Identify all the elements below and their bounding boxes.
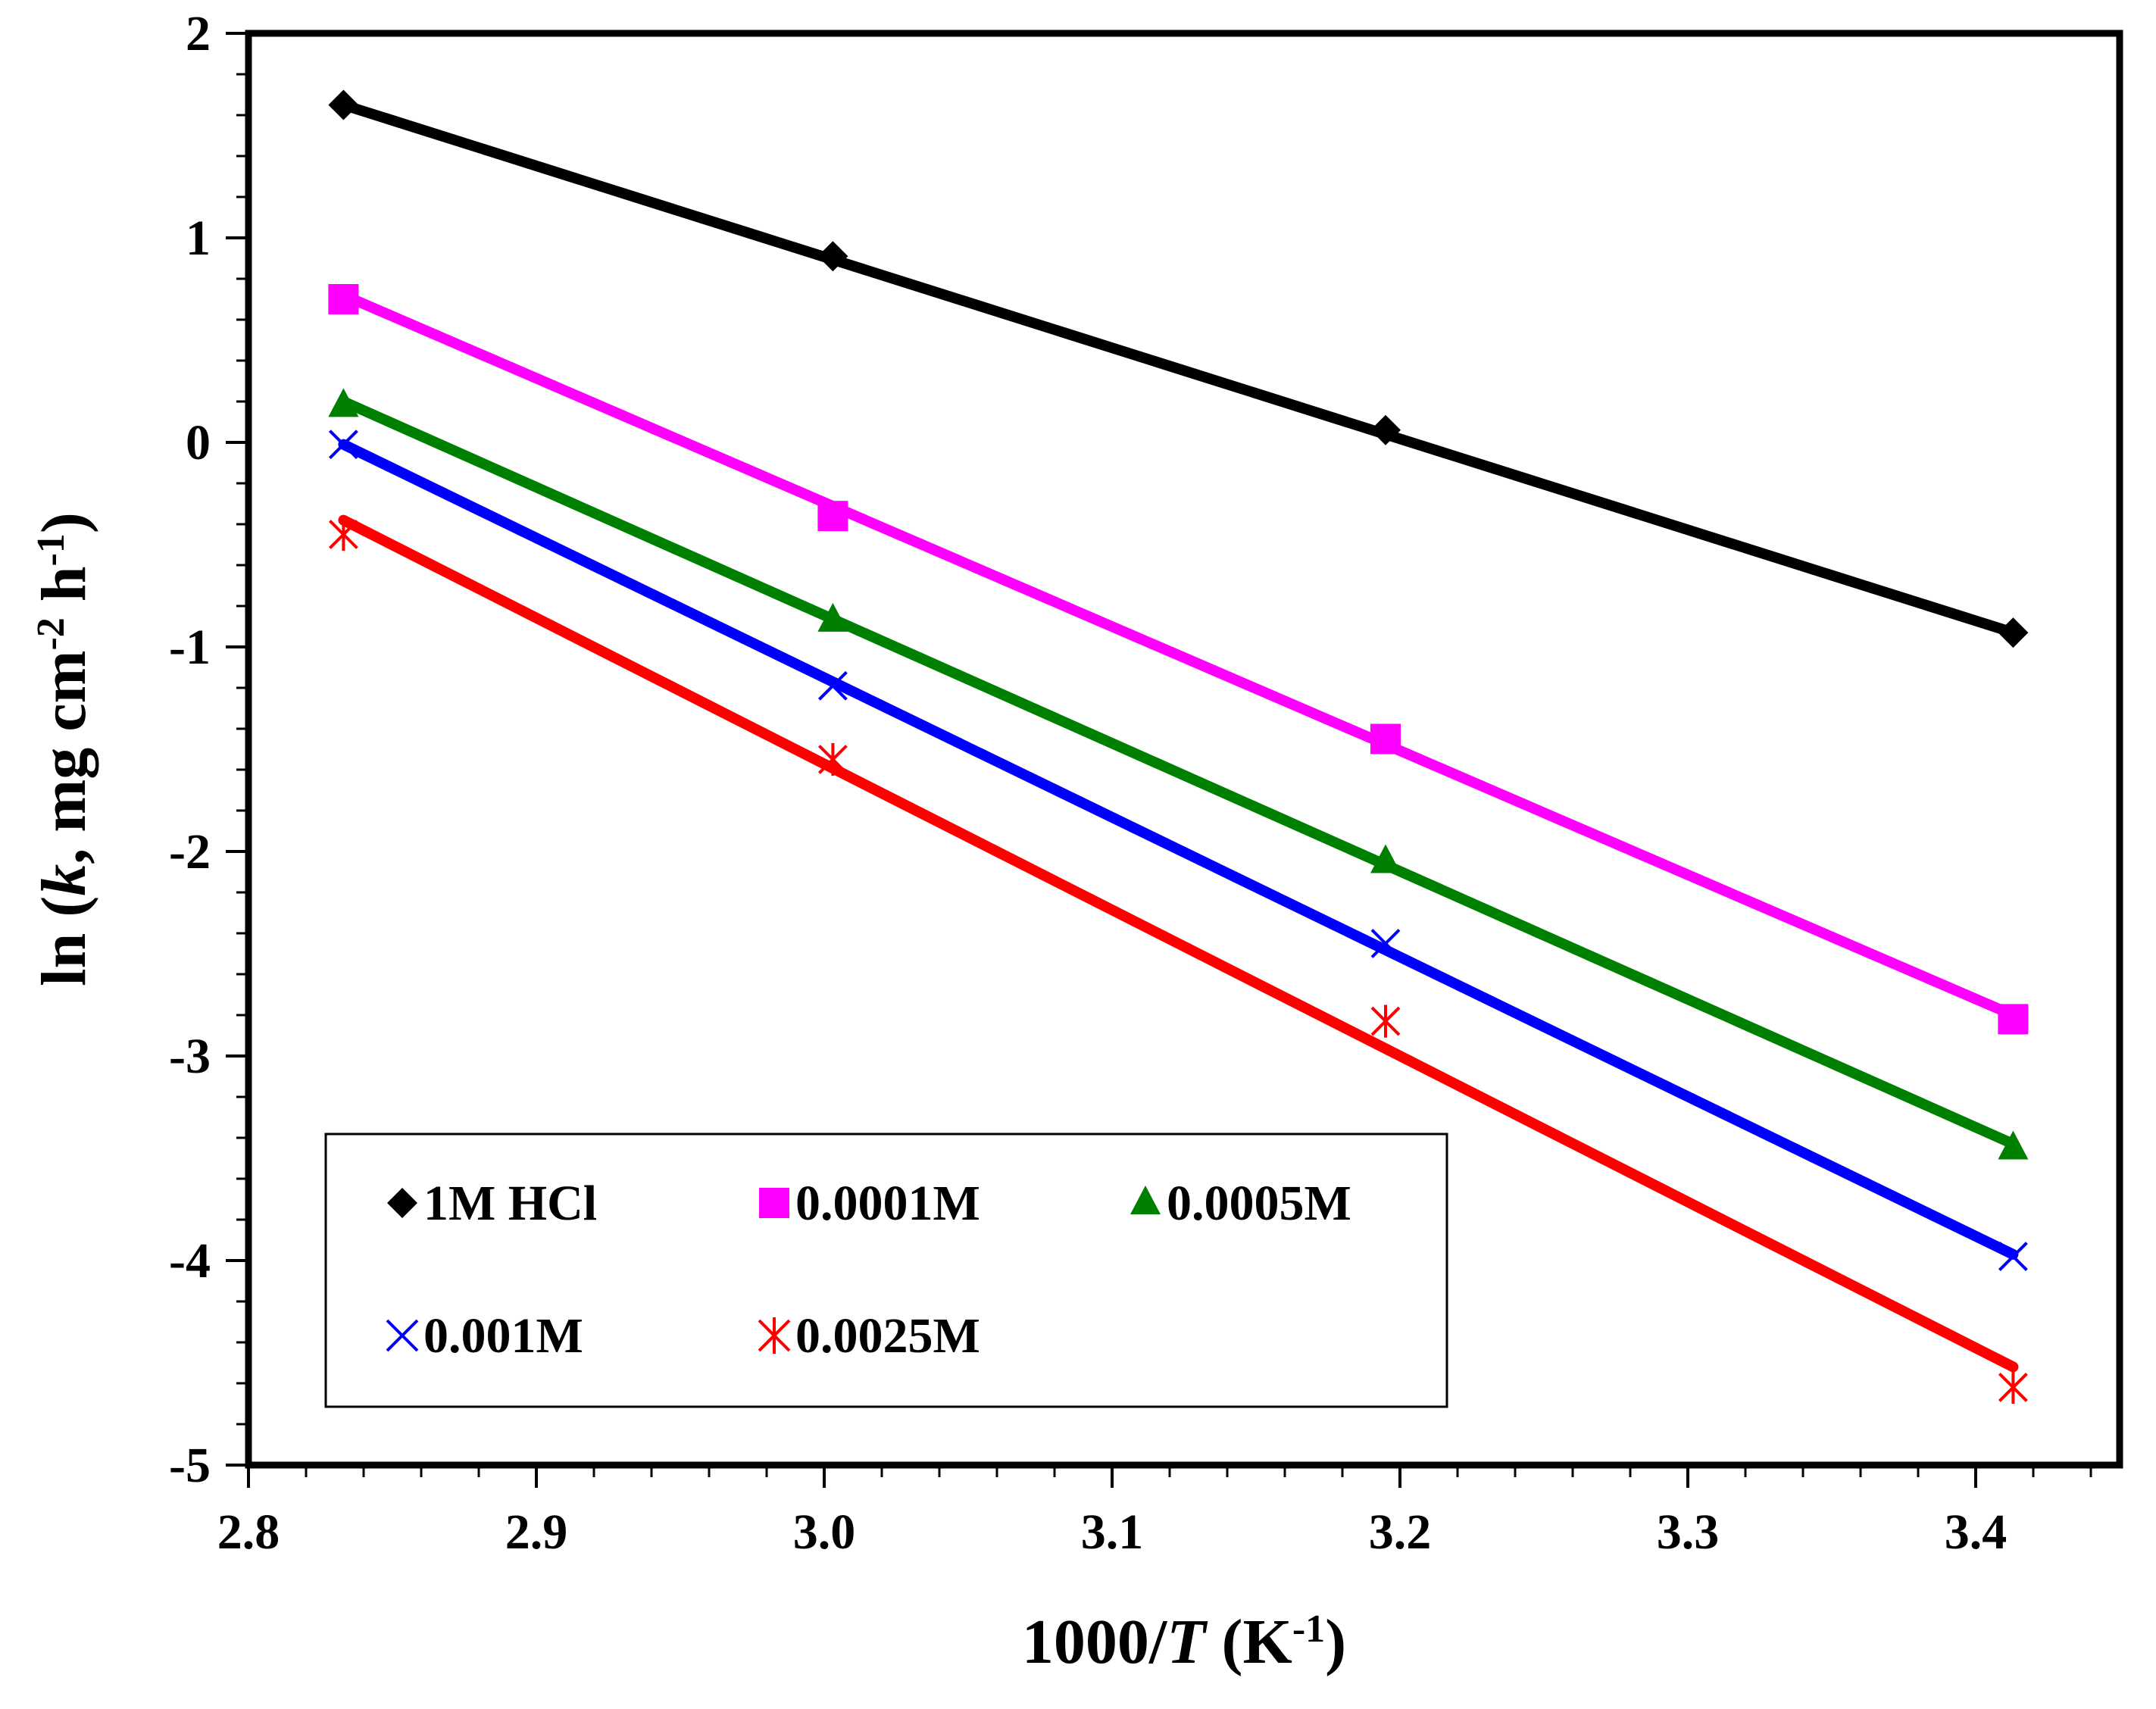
legend-item: 0.0005M <box>1130 1176 1351 1231</box>
data-point <box>1370 1004 1401 1038</box>
data-point <box>328 517 358 551</box>
marker-stroke <box>386 1319 419 1352</box>
data-point <box>387 1188 417 1218</box>
fit-lines <box>338 99 2019 1373</box>
marker-stroke <box>1370 929 1401 958</box>
data-point <box>1998 1130 2029 1160</box>
fit-line <box>338 396 2019 1150</box>
data-point <box>817 742 848 776</box>
x-tick-label: 3.3 <box>1657 1504 1720 1560</box>
x-axis-title: 1000/T (K-1) <box>1022 1607 1346 1677</box>
data-point <box>817 670 848 701</box>
marker-stroke <box>1998 1242 2028 1272</box>
data-point <box>817 501 848 532</box>
data-point <box>1998 1004 2029 1035</box>
x-tick-label: 3.0 <box>793 1504 856 1560</box>
legend-label: 0.001M <box>423 1308 583 1364</box>
data-point <box>759 1188 789 1218</box>
legend-box <box>324 1133 1448 1408</box>
y-tick-label: 0 <box>186 415 211 470</box>
legend-label: 0.0001M <box>795 1176 980 1231</box>
data-point <box>1370 929 1401 958</box>
legend-label: 0.0005M <box>1167 1176 1351 1231</box>
fit-line <box>338 99 2019 639</box>
data-point <box>1370 723 1401 755</box>
x-tick-label: 3.2 <box>1369 1504 1432 1560</box>
data-point <box>1998 617 2029 648</box>
y-tick-label: -1 <box>169 620 211 675</box>
data-point <box>1998 1370 2028 1404</box>
legend-item: 0.0001M <box>759 1176 980 1231</box>
data-point <box>1370 414 1401 445</box>
fit-line <box>338 439 2019 1260</box>
x-axis: 2.8 2.9 3.0 3.1 3.2 3.3 3.4 <box>217 1465 2092 1560</box>
data-point <box>328 430 358 460</box>
data-point <box>328 284 359 314</box>
marker-stroke <box>817 670 848 701</box>
data-markers <box>328 89 2029 1404</box>
legend-items: 1M HCl 0.0001M 0.0005M 0.001M 0.0025M <box>386 1176 1351 1364</box>
y-tick-label: -2 <box>169 824 211 879</box>
fit-line <box>338 514 2019 1373</box>
data-point <box>328 388 359 417</box>
y-tick-label: 1 <box>186 211 211 266</box>
marker-stroke <box>328 430 358 460</box>
y-axis: -5 -4 -3 -2 -1 0 1 2 <box>169 6 248 1493</box>
legend-item: 0.001M <box>386 1308 583 1364</box>
legend: 1M HCl 0.0001M 0.0005M 0.001M 0.0025M <box>324 1133 1448 1408</box>
legend-label: 0.0025M <box>795 1308 980 1364</box>
x-tick-label: 3.1 <box>1081 1504 1144 1560</box>
data-point <box>817 241 848 272</box>
x-tick-label: 3.4 <box>1945 1504 2008 1560</box>
data-point <box>758 1317 791 1354</box>
y-axis-title: ln (k, mg cm-2 h-1) <box>29 512 99 986</box>
y-tick-label: 2 <box>186 6 211 61</box>
data-point <box>817 602 848 632</box>
data-point <box>1998 1242 2028 1272</box>
plot-frame <box>245 30 2123 1469</box>
y-tick-label: -5 <box>169 1438 211 1493</box>
data-point <box>1130 1186 1161 1214</box>
y-tick-label: -4 <box>169 1233 211 1289</box>
data-point <box>328 89 359 120</box>
data-point <box>1370 844 1401 873</box>
x-tick-label: 2.8 <box>217 1504 280 1560</box>
legend-item: 0.0025M <box>758 1308 980 1364</box>
data-point <box>386 1319 419 1352</box>
x-tick-label: 2.9 <box>505 1504 568 1560</box>
legend-item: 1M HCl <box>387 1176 597 1231</box>
fit-line <box>338 289 2019 1020</box>
y-tick-label: -3 <box>169 1029 211 1084</box>
legend-label: 1M HCl <box>423 1176 597 1231</box>
